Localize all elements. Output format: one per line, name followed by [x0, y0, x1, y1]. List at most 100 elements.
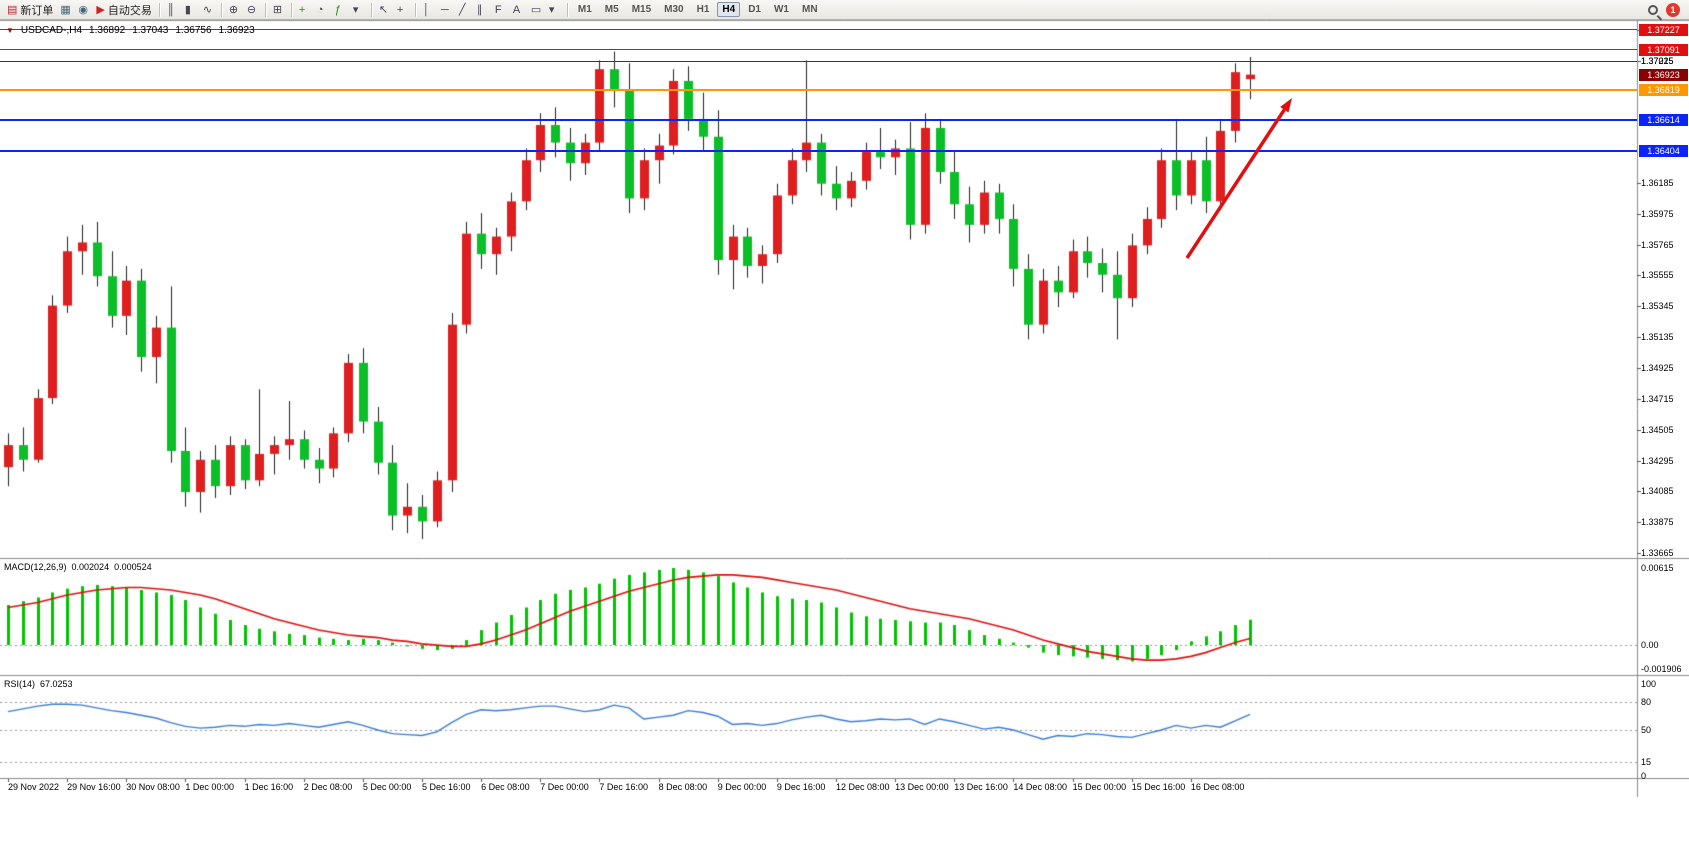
new-chart-button[interactable]: +: [296, 1, 313, 19]
chart-open-value: 1.36892: [89, 25, 126, 36]
rsi-axis-0: 0: [1641, 771, 1647, 781]
time-axis-label-19: 15 Dec 16:00: [1131, 782, 1186, 792]
zoom-out-icon: ⊖: [246, 3, 257, 16]
timeframe-h4[interactable]: H4: [717, 2, 741, 17]
line-chart-icon: ∿: [202, 3, 213, 16]
crosshair-icon: +: [396, 3, 404, 16]
horizontal-line-1.36819[interactable]: [0, 88, 1637, 91]
market-watch-icon: ◉: [78, 3, 89, 16]
chart-close-value: 1.36923: [218, 25, 255, 36]
label-button[interactable]: ▭: [528, 1, 545, 19]
fibonacci-button[interactable]: F: [492, 1, 509, 19]
timeframe-m30[interactable]: M30: [664, 4, 684, 15]
crosshair-button[interactable]: +: [394, 1, 411, 19]
macd-axis-0.00615: 0.00615: [1641, 563, 1674, 573]
auto-trading-button[interactable]: ▶ 自动交易: [93, 1, 154, 19]
notification-badge[interactable]: 1: [1666, 2, 1680, 17]
horizontal-line-button[interactable]: ─: [438, 1, 455, 19]
toolbar-separator: [158, 2, 160, 17]
timeframe-d1[interactable]: D1: [748, 4, 761, 15]
timeframe-m1[interactable]: M1: [577, 4, 592, 15]
rsi-value: 67.0253: [40, 679, 73, 689]
one-click-trading-toggle[interactable]: ▼: [6, 26, 14, 35]
label-icon: ▭: [530, 3, 542, 16]
indicators-button[interactable]: ƒ: [332, 1, 349, 19]
market-watch-button[interactable]: ◉: [75, 1, 92, 19]
timeframe-w1[interactable]: W1: [773, 4, 789, 15]
channel-icon: ∥: [476, 3, 483, 16]
price-badge-1.36819: 1.36819: [1639, 83, 1688, 96]
price-badge-1.36614: 1.36614: [1639, 113, 1688, 126]
trendline-icon: ╱: [458, 3, 466, 16]
time-axis-label-4: 1 Dec 16:00: [244, 782, 294, 792]
indicators-dropdown[interactable]: ▾: [350, 1, 367, 19]
timeframe-mn[interactable]: MN: [801, 4, 818, 15]
rsi-name: RSI(14): [4, 679, 36, 689]
bar-chart-icon: ║: [166, 3, 175, 16]
rsi-axis-100: 100: [1641, 679, 1657, 689]
time-axis-label-10: 7 Dec 16:00: [599, 782, 648, 792]
period-clock-icon: ◔: [316, 3, 324, 16]
bar-chart-button[interactable]: ║: [164, 1, 181, 19]
search-icon[interactable]: [1648, 4, 1658, 15]
price-tick-1.35135: 1.35135: [1641, 332, 1674, 343]
charts-window-button[interactable]: ▦: [57, 1, 74, 19]
macd-name: MACD(12,26,9): [4, 562, 67, 572]
price-tick-1.37015: 1.37015: [1641, 56, 1674, 67]
horizontal-line-1.36404[interactable]: [0, 149, 1637, 152]
vertical-line-button[interactable]: │: [420, 1, 437, 19]
time-axis-label-16: 13 Dec 16:00: [954, 782, 1008, 792]
new-order-button-label: 新订单: [20, 4, 54, 17]
toolbar-right-cluster: 1: [1648, 2, 1685, 17]
zoom-out-button[interactable]: ⊖: [244, 1, 261, 19]
horizontal-line-1.37015[interactable]: [0, 60, 1637, 62]
time-axis-label-12: 9 Dec 00:00: [717, 782, 767, 792]
horizontal-line-1.37091[interactable]: [0, 49, 1637, 51]
price-tick-1.34505: 1.34505: [1641, 424, 1674, 435]
text-button[interactable]: A: [510, 1, 527, 19]
auto-trading-button-label: 自动交易: [107, 4, 152, 17]
indicators-icon: ▾: [352, 3, 359, 16]
rsi-axis-80: 80: [1641, 697, 1652, 708]
horizontal-line-1.37227[interactable]: [0, 29, 1637, 31]
shapes-dropdown[interactable]: ▾: [546, 1, 563, 19]
timeframe-m15[interactable]: M15: [631, 4, 652, 15]
time-axis-label-11: 8 Dec 08:00: [658, 782, 708, 792]
timeframe-m5[interactable]: M5: [604, 4, 619, 15]
time-axis-label-20: 16 Dec 08:00: [1190, 782, 1245, 792]
price-badge-1.37091: 1.37091: [1639, 43, 1688, 56]
candlestick-chart-icon: ▮: [184, 3, 191, 16]
trendline-button[interactable]: ╱: [456, 1, 473, 19]
rsi-header: RSI(14) 67.0253: [4, 679, 73, 689]
new-order-button[interactable]: ▤ 新订单: [4, 1, 56, 19]
time-axis-label-8: 6 Dec 08:00: [481, 782, 530, 792]
line-chart-button[interactable]: ∿: [200, 1, 217, 19]
horizontal-line-1.36614[interactable]: [0, 118, 1637, 121]
toolbar-separator: [414, 2, 416, 17]
price-tick-1.36185: 1.36185: [1641, 177, 1674, 188]
fibonacci-icon: F: [494, 3, 502, 16]
macd-axis-0.00: 0.00: [1641, 640, 1659, 651]
toolbar-buttons: ▤ 新订单 ▦ ◉ ▶ 自动交易 ║ ▮ ∿ ⊕ ⊖ ⊞ + ◔ ƒ ▾ ↖ + │ ─ ╱ ∥ F A ▭ ▾ M1 M5 M15 M3…: [4, 1, 1648, 19]
chart-low-value: 1.36756: [175, 25, 212, 36]
price-tick-1.33875: 1.33875: [1641, 517, 1674, 528]
channel-button[interactable]: ∥: [474, 1, 491, 19]
price-tick-1.35555: 1.35555: [1641, 270, 1674, 281]
time-axis-label-15: 13 Dec 00:00: [895, 782, 949, 792]
macd-header: MACD(12,26,9) 0.002024 0.000524: [4, 562, 152, 572]
current-price-badge: 1.36923: [1639, 68, 1688, 81]
cursor-button[interactable]: ↖: [376, 1, 393, 19]
tile-windows-button[interactable]: ⊞: [270, 1, 287, 19]
time-axis-label-9: 7 Dec 00:00: [540, 782, 589, 792]
zoom-in-button[interactable]: ⊕: [226, 1, 243, 19]
chart-title: ▼ USDCAD-,H4 1.36892 1.37043 1.36756 1.3…: [6, 25, 255, 36]
time-axis-label-5: 2 Dec 08:00: [303, 782, 353, 792]
chart-symbol-period: USDCAD-,H4: [20, 25, 83, 36]
shapes-icon: ▾: [548, 3, 555, 16]
candlestick-chart-button[interactable]: ▮: [182, 1, 199, 19]
timeframe-h1[interactable]: H1: [696, 4, 710, 15]
period-clock-button[interactable]: ◔: [314, 1, 331, 19]
macd-axis--0.001906: -0.001906: [1641, 664, 1682, 674]
